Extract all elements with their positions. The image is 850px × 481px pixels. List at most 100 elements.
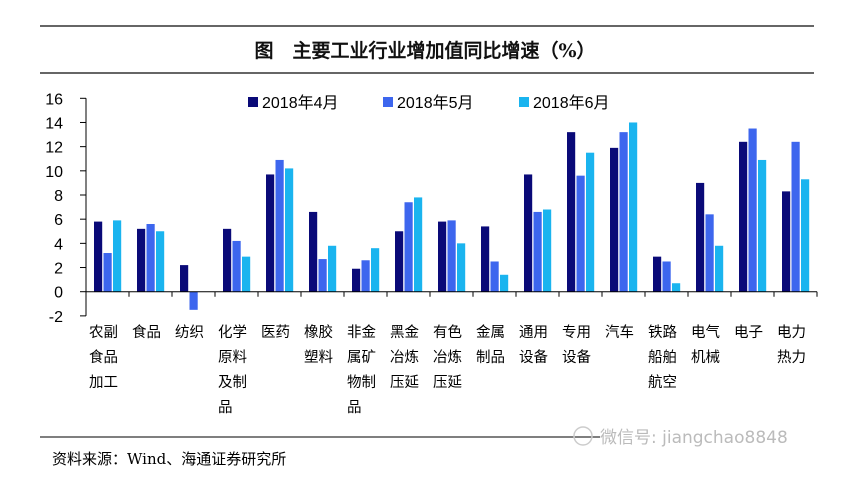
bar	[180, 265, 189, 292]
x-category-label-line: 冶炼	[390, 349, 419, 366]
bar	[414, 197, 423, 292]
bar	[801, 179, 810, 292]
x-category-label-line: 航空	[648, 374, 677, 391]
bars	[94, 122, 810, 310]
bar	[672, 283, 681, 292]
bar	[610, 147, 619, 292]
x-category-label-line: 压延	[433, 374, 462, 391]
x-category-label-line: 电力	[777, 324, 806, 341]
y-tick-label: 16	[45, 91, 63, 108]
legend-swatch	[248, 97, 258, 107]
bar	[715, 245, 724, 292]
bar	[576, 175, 585, 292]
bar	[266, 174, 275, 292]
bar	[156, 231, 165, 292]
bar	[309, 211, 318, 292]
y-tick-label: 10	[45, 164, 63, 181]
y-tick-label: 4	[54, 236, 63, 253]
x-category-label-line: 医药	[261, 324, 290, 341]
bar	[457, 243, 466, 292]
y-tick-label: 2	[54, 261, 63, 278]
y-tick-label: 8	[54, 188, 63, 205]
x-category-label: 食品	[132, 324, 161, 341]
x-category-label-line: 机械	[691, 349, 720, 366]
bar	[705, 214, 714, 292]
x-category-label: 汽车	[605, 324, 634, 341]
x-category-label: 电子	[734, 324, 763, 341]
bar	[662, 261, 671, 292]
x-category-label-line: 品	[218, 399, 233, 416]
bar	[223, 228, 232, 292]
x-category-label-line: 纺织	[175, 324, 204, 341]
x-category-label-line: 汽车	[605, 324, 634, 341]
y-tick-label: 6	[54, 212, 63, 229]
x-category-label-line: 原料	[218, 349, 247, 366]
x-category-label-line: 冶炼	[433, 349, 462, 366]
bar	[567, 132, 576, 292]
x-category-label: 医药	[261, 324, 290, 341]
bar	[447, 220, 456, 292]
x-category-label-line: 铁路	[648, 324, 677, 341]
legend-label: 2018年4月	[262, 94, 339, 112]
bar	[758, 159, 767, 292]
y-tick-label: 12	[45, 140, 63, 157]
bar	[94, 221, 103, 292]
bar	[782, 191, 791, 292]
bar	[438, 221, 447, 292]
x-category-label-line: 物制	[347, 374, 376, 391]
x-category-label-line: 塑料	[304, 349, 333, 366]
x-category-label-line: 加工	[89, 374, 118, 391]
legend-label: 2018年5月	[397, 94, 474, 112]
x-category-label-line: 电气	[691, 324, 720, 341]
bar	[791, 141, 800, 292]
bar	[352, 268, 361, 292]
bar	[543, 209, 552, 292]
bar	[285, 168, 294, 292]
x-category-label-line: 化学	[218, 324, 247, 341]
bar	[653, 256, 662, 292]
x-category-label-line: 橡胶	[304, 324, 333, 341]
x-category-label-line: 设备	[562, 349, 591, 366]
bar	[146, 224, 155, 292]
x-category-label-line: 热力	[777, 349, 806, 366]
legend-label: 2018年6月	[533, 94, 610, 112]
x-category-label-line: 有色	[433, 324, 462, 341]
bar	[619, 132, 628, 292]
x-category-label-line: 设备	[519, 349, 548, 366]
bar	[500, 274, 509, 292]
y-axis: -2 0 2 4 6 8 10 12 14 16	[45, 91, 87, 326]
x-category-label: 纺织	[175, 324, 204, 341]
x-category-label-line: 非金	[347, 324, 376, 341]
x-category-label-line: 食品	[89, 349, 118, 366]
bar	[404, 202, 413, 292]
bar	[232, 240, 241, 292]
bar	[275, 159, 284, 292]
bar	[586, 152, 595, 292]
bar	[137, 228, 146, 292]
bar	[189, 291, 198, 310]
wechat-icon	[573, 426, 593, 446]
bar	[533, 211, 542, 292]
bar	[395, 231, 404, 292]
bar	[242, 256, 251, 292]
x-category-label-line: 船舶	[648, 349, 677, 366]
x-category-label-line: 及制	[218, 374, 247, 391]
bar	[318, 259, 327, 292]
bar	[629, 122, 638, 292]
bar	[328, 245, 337, 292]
watermark-text: 微信号: jiangchao8848	[600, 428, 788, 448]
bar	[113, 220, 122, 292]
bar	[524, 174, 533, 292]
y-tick-label: -2	[49, 309, 63, 326]
